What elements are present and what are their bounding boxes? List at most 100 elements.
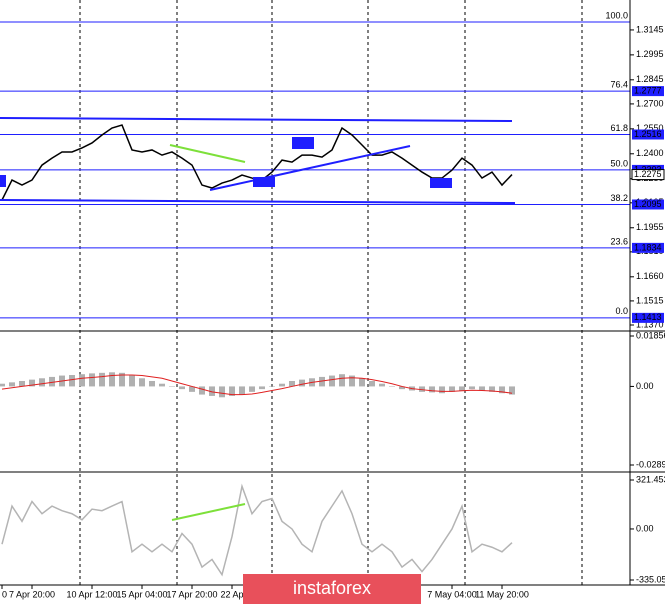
price-box-label: 1.2095 xyxy=(634,199,662,209)
y-tick-label: 321.4533 xyxy=(636,474,665,484)
histogram-bar xyxy=(279,383,285,387)
histogram-bar xyxy=(49,376,55,387)
histogram-bar xyxy=(349,375,355,387)
histogram-bar xyxy=(249,386,255,392)
histogram-bar xyxy=(29,379,35,387)
divergence-line xyxy=(171,503,246,521)
price-box xyxy=(632,199,664,210)
zone-box xyxy=(430,178,452,188)
y-tick-label: 0.01856 xyxy=(636,330,665,340)
last-price-label: 1.2275 xyxy=(634,169,662,179)
histogram-bar xyxy=(339,374,345,387)
histogram-bar xyxy=(109,372,115,387)
fib-label: 100.0 xyxy=(605,10,628,20)
histogram-bar xyxy=(199,386,205,395)
fib-label: 61.8 xyxy=(610,123,628,133)
histogram-bar xyxy=(229,386,235,396)
histogram-bar xyxy=(319,376,325,387)
y-tick-label: 1.1955 xyxy=(636,222,664,232)
fib-label: 38.2 xyxy=(610,193,628,203)
histogram-bar xyxy=(179,386,185,390)
histogram-bar xyxy=(219,386,225,398)
histogram-bar xyxy=(379,383,385,387)
histogram-bar xyxy=(439,386,445,394)
y-tick-label: 0.00 xyxy=(636,523,654,533)
histogram-bar xyxy=(89,373,95,387)
histogram-bar xyxy=(9,382,15,387)
x-tick-label: 17 Apr 20:00 xyxy=(166,589,217,599)
histogram-bar xyxy=(509,386,515,395)
histogram-bar xyxy=(359,378,365,387)
price-box xyxy=(632,86,664,97)
histogram-bar xyxy=(479,386,485,391)
histogram-bar xyxy=(79,374,85,387)
price-box-label: 1.2516 xyxy=(634,129,662,139)
trend-line xyxy=(209,145,411,191)
price-box xyxy=(632,312,664,323)
histogram-bar xyxy=(129,375,135,387)
histogram-bar xyxy=(369,380,375,387)
price-box-label: 1.1413 xyxy=(634,312,662,322)
y-tick-label: 0.00 xyxy=(636,381,654,391)
time-grid xyxy=(79,0,583,585)
histogram-bar xyxy=(19,380,25,387)
fib-label: 76.4 xyxy=(610,79,628,89)
histogram-bar xyxy=(189,386,195,392)
histogram-bar xyxy=(149,380,155,387)
last-price-box xyxy=(631,169,665,181)
x-tick-label: 7 Apr 20:00 xyxy=(9,589,55,599)
zone-box xyxy=(0,175,6,187)
histogram-bar xyxy=(289,380,295,387)
price-box xyxy=(632,129,664,140)
fib-label: 0.0 xyxy=(615,306,628,316)
y-tick-label: 1.2995 xyxy=(636,49,664,59)
histogram-bar xyxy=(159,383,165,387)
histogram-bar xyxy=(459,386,465,391)
histogram-bar xyxy=(239,386,245,395)
fib-label: 50.0 xyxy=(610,158,628,168)
annotations xyxy=(0,117,516,521)
divergence-line xyxy=(169,144,246,163)
y-tick-label: 1.3145 xyxy=(636,24,664,34)
histogram-bar xyxy=(469,386,475,390)
y-tick-label: 1.1515 xyxy=(636,295,664,305)
histogram-bar xyxy=(429,386,435,393)
histogram-bar xyxy=(119,372,125,387)
x-tick-label: 7 May 04:00 xyxy=(427,589,477,599)
x-tick-label: 0 xyxy=(2,589,7,599)
fib-label: 23.6 xyxy=(610,236,628,246)
x-tick-label: 11 May 20:00 xyxy=(475,589,529,599)
y-tick-label: 1.2550 xyxy=(636,123,664,133)
channel-line xyxy=(0,199,516,204)
histogram-bar xyxy=(99,372,105,387)
price-box-label: 1.2777 xyxy=(634,85,662,95)
watermark-text: instaforex xyxy=(293,578,371,598)
y-tick-label: -335.0593 xyxy=(636,574,665,584)
x-tick-label: 10 Apr 12:00 xyxy=(66,589,117,599)
histogram-bar xyxy=(299,379,305,387)
histogram-bar xyxy=(329,375,335,387)
histogram-bar xyxy=(69,375,75,387)
x-tick-label: 15 Apr 04:00 xyxy=(116,589,167,599)
histogram-bar xyxy=(269,386,275,387)
histogram-bar xyxy=(169,386,175,387)
histogram-bar xyxy=(139,378,145,387)
histogram-bar xyxy=(399,386,405,390)
y-tick-label: 1.2845 xyxy=(636,74,664,84)
y-tick-label: 1.2700 xyxy=(636,98,664,108)
plot-layer: 1.3145 1.2995 1.2845 1.2700 1.2550 1.2400 1.22… xyxy=(0,10,665,599)
zone-box xyxy=(253,177,275,187)
histogram-bar xyxy=(259,386,265,390)
watermark: instaforex xyxy=(243,574,421,604)
histogram-bar xyxy=(499,386,505,394)
histogram-bar xyxy=(209,386,215,396)
histogram-bar xyxy=(489,386,495,392)
price-box-label: 1.1834 xyxy=(634,242,662,252)
histogram-bar xyxy=(0,383,5,387)
y-tick-label: 1.1370 xyxy=(636,319,664,329)
series-line xyxy=(1,483,513,577)
histogram-bar xyxy=(419,386,425,392)
signal-line xyxy=(1,374,513,396)
